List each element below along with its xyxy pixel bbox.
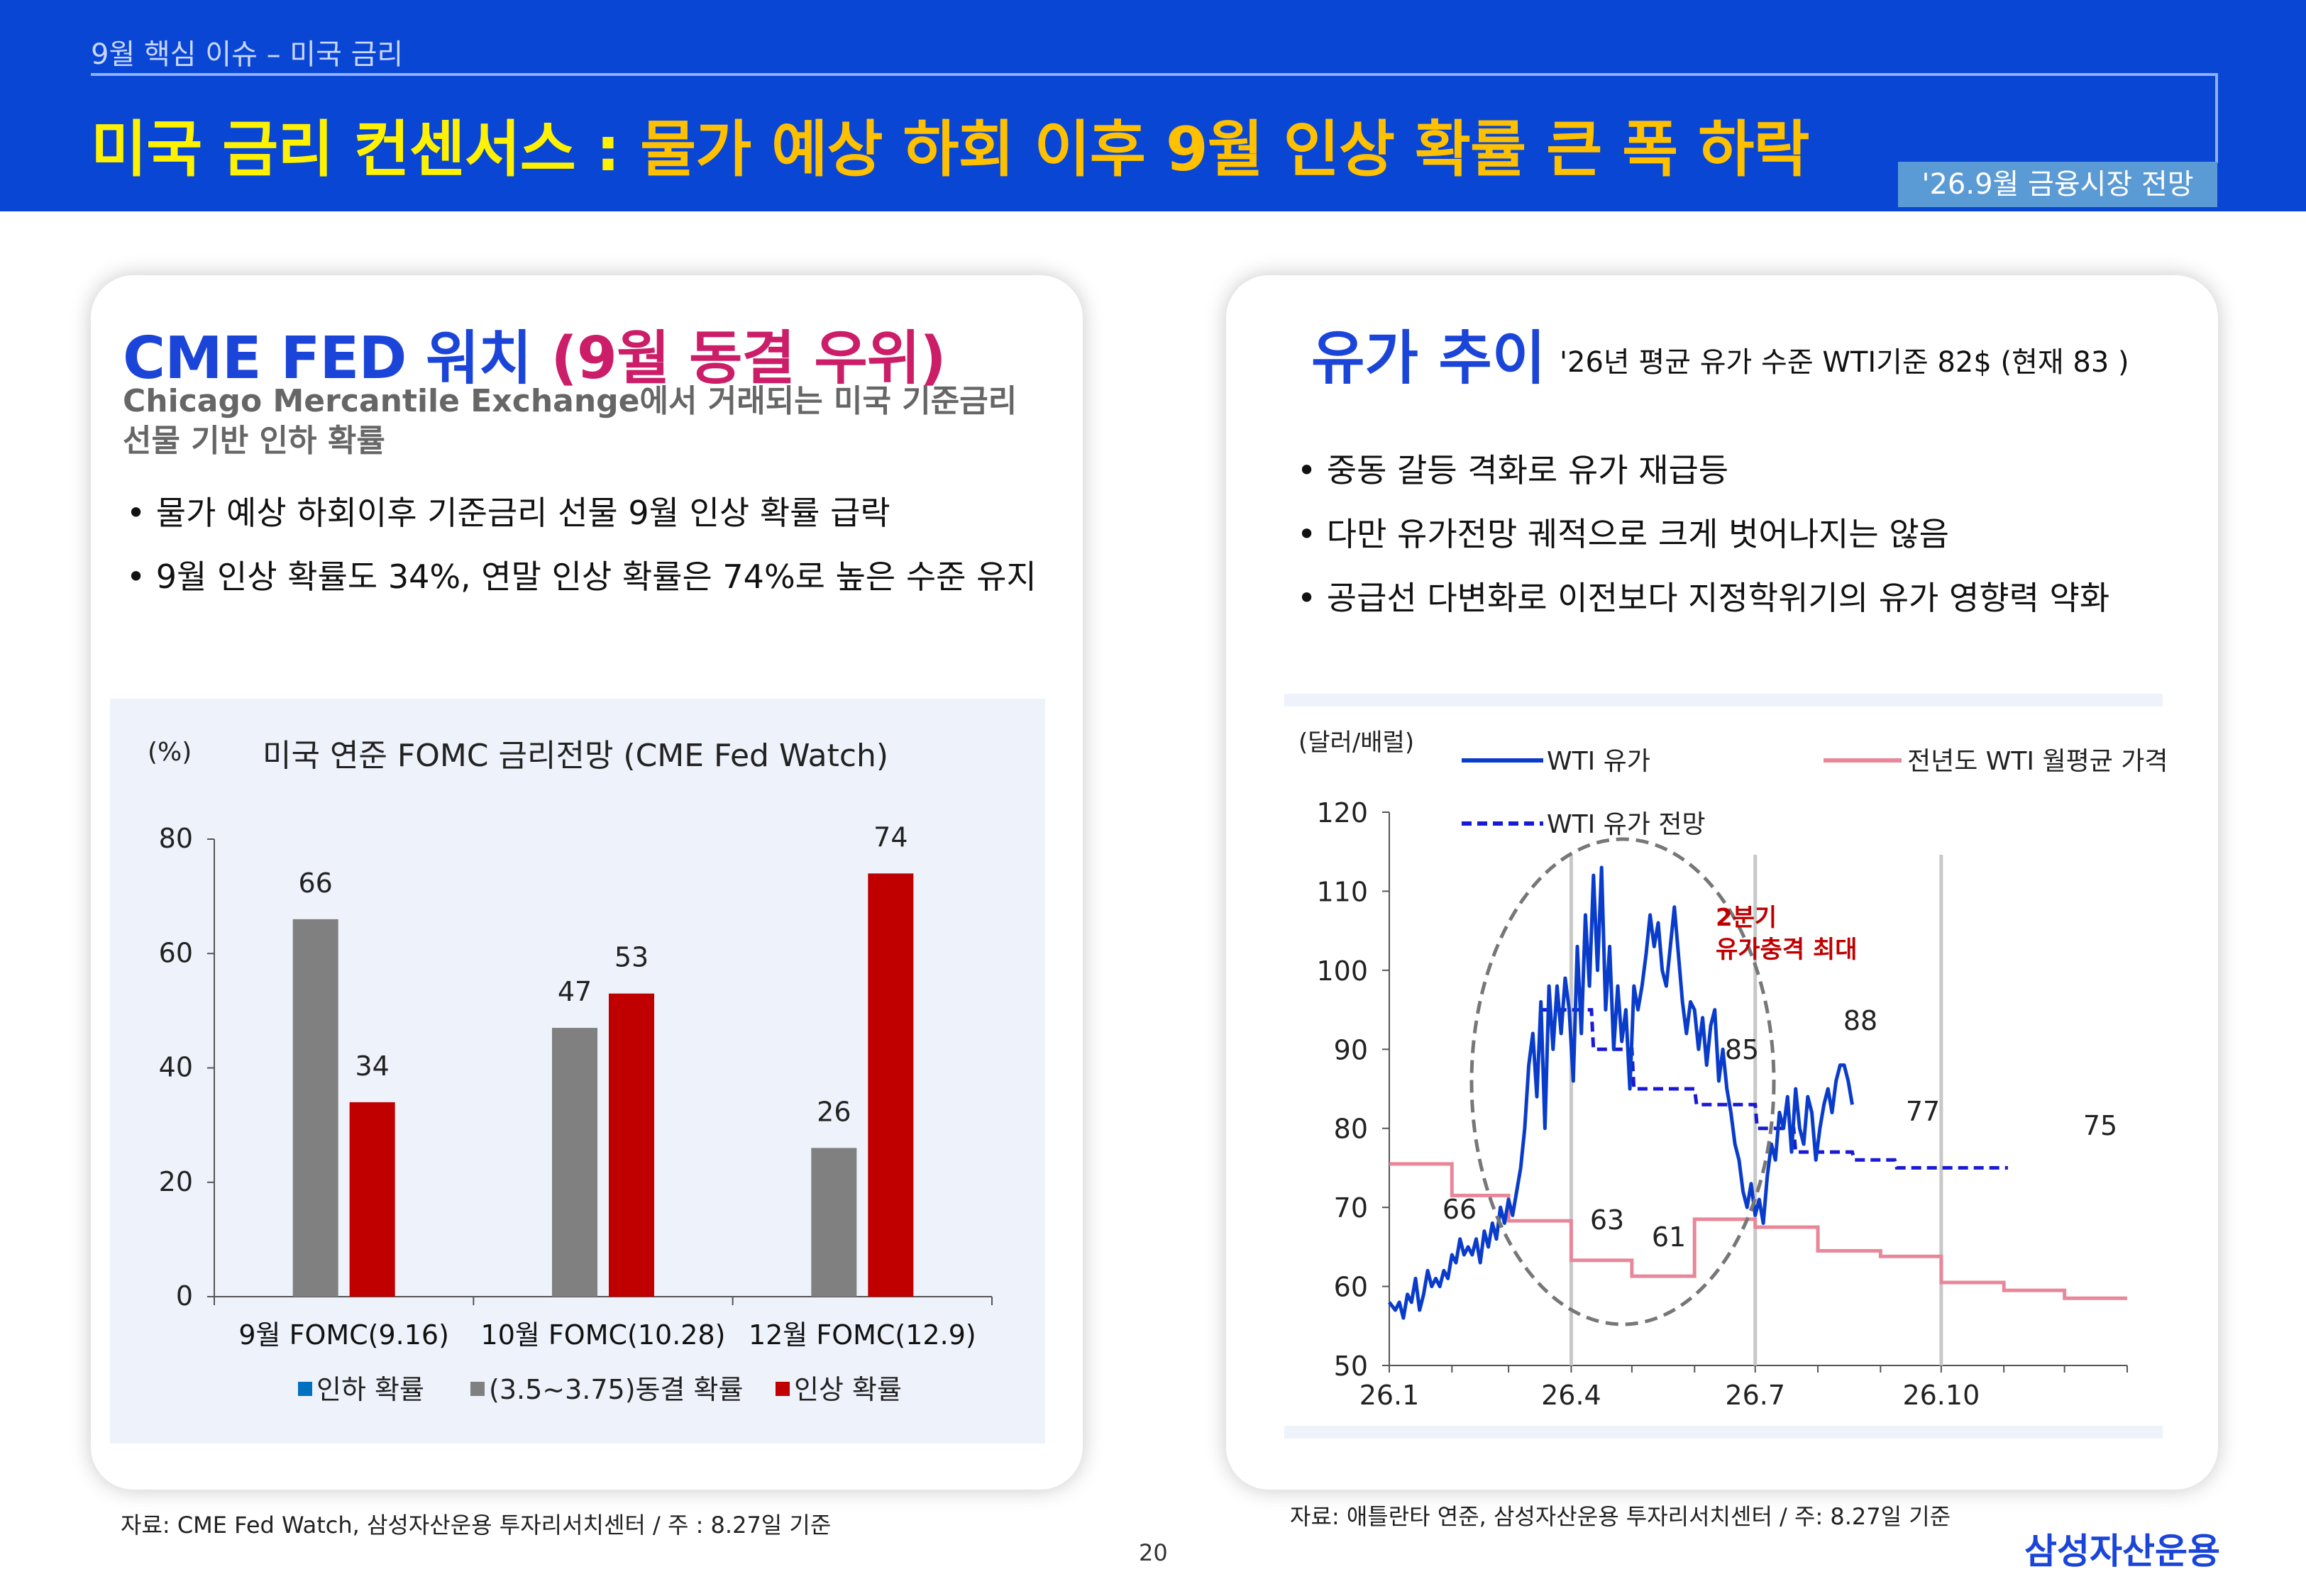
line-data-label: 66 — [1442, 1194, 1477, 1225]
source-note-right: 자료: 애틀란타 연준, 삼성자산운용 투자리서치센터 / 주: 8.27일 기… — [1290, 1503, 1951, 1530]
legend-swatch — [470, 1382, 485, 1396]
bar-value-label: 34 — [355, 1051, 389, 1082]
line-chart: 50 60 70 80 90 100 110 120 26.1 26.4 26.7 26.10 2분기유… — [1316, 797, 2128, 1411]
line-data-label: 85 — [1725, 1034, 1759, 1065]
page-number: 20 — [1139, 1539, 1168, 1566]
bar-hold — [552, 1028, 597, 1297]
bullet-item: 9월 인상 확률도 34%, 연말 인상 확률은 74%로 높은 수준 유지 — [126, 545, 1037, 609]
oil-average-note: '26년 평균 유가 수준 WTI기준 82$ (현재 83 ) — [1560, 346, 2129, 379]
bar-hike — [349, 1102, 395, 1297]
bar-chart-legend: 인하 확률 (3.5~3.75)동결 확률 인상 확률 — [298, 1374, 902, 1405]
header-bar: 9월 핵심 이슈 – 미국 금리 미국 금리 컨센서스 : 물가 예상 하회 이… — [0, 0, 2306, 211]
line-data-label: 77 — [1906, 1096, 1940, 1127]
legend-label: (3.5~3.75)동결 확률 — [489, 1374, 743, 1405]
page-title-part2: 물가 예상 하회 이후 9월 인상 확률 큰 폭 하락 — [640, 114, 1809, 185]
page-title: 미국 금리 컨센서스 : 물가 예상 하회 이후 9월 인상 확률 큰 폭 하락 — [91, 99, 1809, 188]
bar-y-tick-label: 60 — [159, 937, 193, 968]
bar-value-label: 53 — [614, 942, 649, 973]
bar-y-tick-label: 20 — [159, 1166, 193, 1197]
line-data-label: 61 — [1652, 1221, 1686, 1253]
line-x-tick-label: 26.1 — [1359, 1380, 1420, 1411]
bar-value-label: 47 — [558, 976, 592, 1007]
cme-title-main: CME FED 워치 — [123, 325, 551, 392]
bar-category-label: 10월 FOMC(10.28) — [481, 1319, 726, 1351]
line-y-tick-label: 110 — [1316, 876, 1368, 907]
line-y-tick-label: 90 — [1334, 1034, 1368, 1065]
oil-panel-title: 유가 추이 — [1311, 325, 1546, 392]
company-logo: 삼성자산운용 — [2024, 1531, 2220, 1572]
annotation-line: 유가충격 최대 — [1716, 936, 1858, 964]
oil-chart-band-top — [1284, 694, 2163, 706]
legend-label: 인하 확률 — [316, 1374, 424, 1405]
oil-price-panel: 유가 추이 '26년 평균 유가 수준 WTI기준 82$ (현재 83 ) 중… — [1226, 275, 2218, 1490]
bullet-item: 물가 예상 하회이후 기준금리 선물 9월 인상 확률 급락 — [126, 481, 1037, 545]
line-y-tick-label: 80 — [1334, 1114, 1368, 1145]
line-y-tick-label: 60 — [1334, 1272, 1368, 1303]
bar-chart-ylabel: (%) — [148, 738, 192, 767]
bar-hold — [811, 1148, 857, 1297]
line-data-label: 88 — [1843, 1005, 1877, 1036]
bar-y-tick-label: 0 — [176, 1280, 193, 1312]
line-y-tick-label: 70 — [1334, 1192, 1368, 1224]
line-x-tick-label: 26.10 — [1902, 1380, 1980, 1411]
legend-label: WTI 유가 전망 — [1547, 810, 1706, 839]
bullet-item: 다만 유가전망 궤적으로 크게 벗어나지는 않음 — [1297, 502, 2109, 566]
bar-value-label: 26 — [817, 1096, 851, 1127]
line-chart-ylabel: (달러/배럴) — [1298, 728, 1414, 757]
legend-label: 전년도 WTI 월평균 가격 — [1907, 747, 2168, 776]
cme-panel-title: CME FED 워치 (9월 동결 우위) — [123, 311, 947, 395]
legend-swatch — [776, 1382, 790, 1396]
bar-hike — [868, 873, 914, 1297]
title-divider-right — [2215, 73, 2218, 163]
line-y-tick-label: 120 — [1316, 797, 1368, 829]
cme-description: Chicago Mercantile Exchange에서 거래되는 미국 기준… — [123, 383, 1017, 459]
bar-value-label: 66 — [298, 868, 332, 899]
line-y-tick-label: 50 — [1334, 1351, 1368, 1382]
bullet-item: 중동 갈등 격화로 유가 재급등 — [1297, 438, 2109, 502]
page-title-part1: 미국 금리 컨센서스 : — [91, 114, 641, 185]
bar-y-tick-label: 80 — [159, 823, 193, 854]
annotation-line: 2분기 — [1716, 904, 1777, 932]
oil-bullet-list: 중동 갈등 격화로 유가 재급등 다만 유가전망 궤적으로 크게 벗어나지는 않… — [1297, 438, 2109, 630]
bar-category-label: 12월 FOMC(12.9) — [749, 1319, 976, 1351]
line-y-tick-label: 100 — [1316, 955, 1368, 987]
line-x-tick-label: 26.4 — [1541, 1380, 1601, 1411]
line-x-tick-label: 26.7 — [1725, 1380, 1785, 1411]
oil-chart-band-bottom — [1284, 1426, 2163, 1439]
bar-chart: 0 20 40 60 80 9월 FOMC(9.16) 66 34 10월 FOMC(10.28… — [159, 821, 993, 1351]
legend-swatch — [298, 1382, 312, 1396]
bullet-item: 공급선 다변화로 이전보다 지정학위기의 유가 영향력 약화 — [1297, 566, 2109, 630]
bar-chart-title: 미국 연준 FOMC 금리전망 (CME Fed Watch) — [263, 738, 888, 774]
title-divider — [91, 73, 2218, 76]
series-wti-line — [1388, 865, 1854, 1320]
bar-hike — [609, 993, 654, 1297]
cme-bullet-list: 물가 예상 하회이후 기준금리 선물 9월 인상 확률 급락 9월 인상 확률도… — [126, 481, 1037, 609]
bar-value-label: 74 — [873, 821, 907, 853]
legend-label: WTI 유가 — [1547, 747, 1650, 776]
series-prev-year-line — [1389, 1162, 2127, 1300]
report-badge: '26.9월 금융시장 전망 — [1898, 162, 2217, 207]
legend-label: 인상 확률 — [794, 1374, 902, 1405]
bar-y-tick-label: 40 — [159, 1052, 193, 1083]
bar-category-label: 9월 FOMC(9.16) — [238, 1319, 449, 1351]
bar-hold — [292, 919, 338, 1297]
source-note-left: 자료: CME Fed Watch, 삼성자산운용 투자리서치센터 / 주 : … — [121, 1512, 832, 1539]
shock-highlight-ellipse — [1469, 837, 1776, 1326]
line-chart-legend: WTI 유가 전년도 WTI 월평균 가격 WTI 유가 전망 — [1462, 747, 2168, 839]
cme-title-sub: (9월 동결 우위) — [551, 325, 946, 392]
line-data-label: 63 — [1590, 1204, 1624, 1236]
breadcrumb: 9월 핵심 이슈 – 미국 금리 — [91, 38, 404, 71]
line-data-label: 75 — [2083, 1110, 2117, 1141]
